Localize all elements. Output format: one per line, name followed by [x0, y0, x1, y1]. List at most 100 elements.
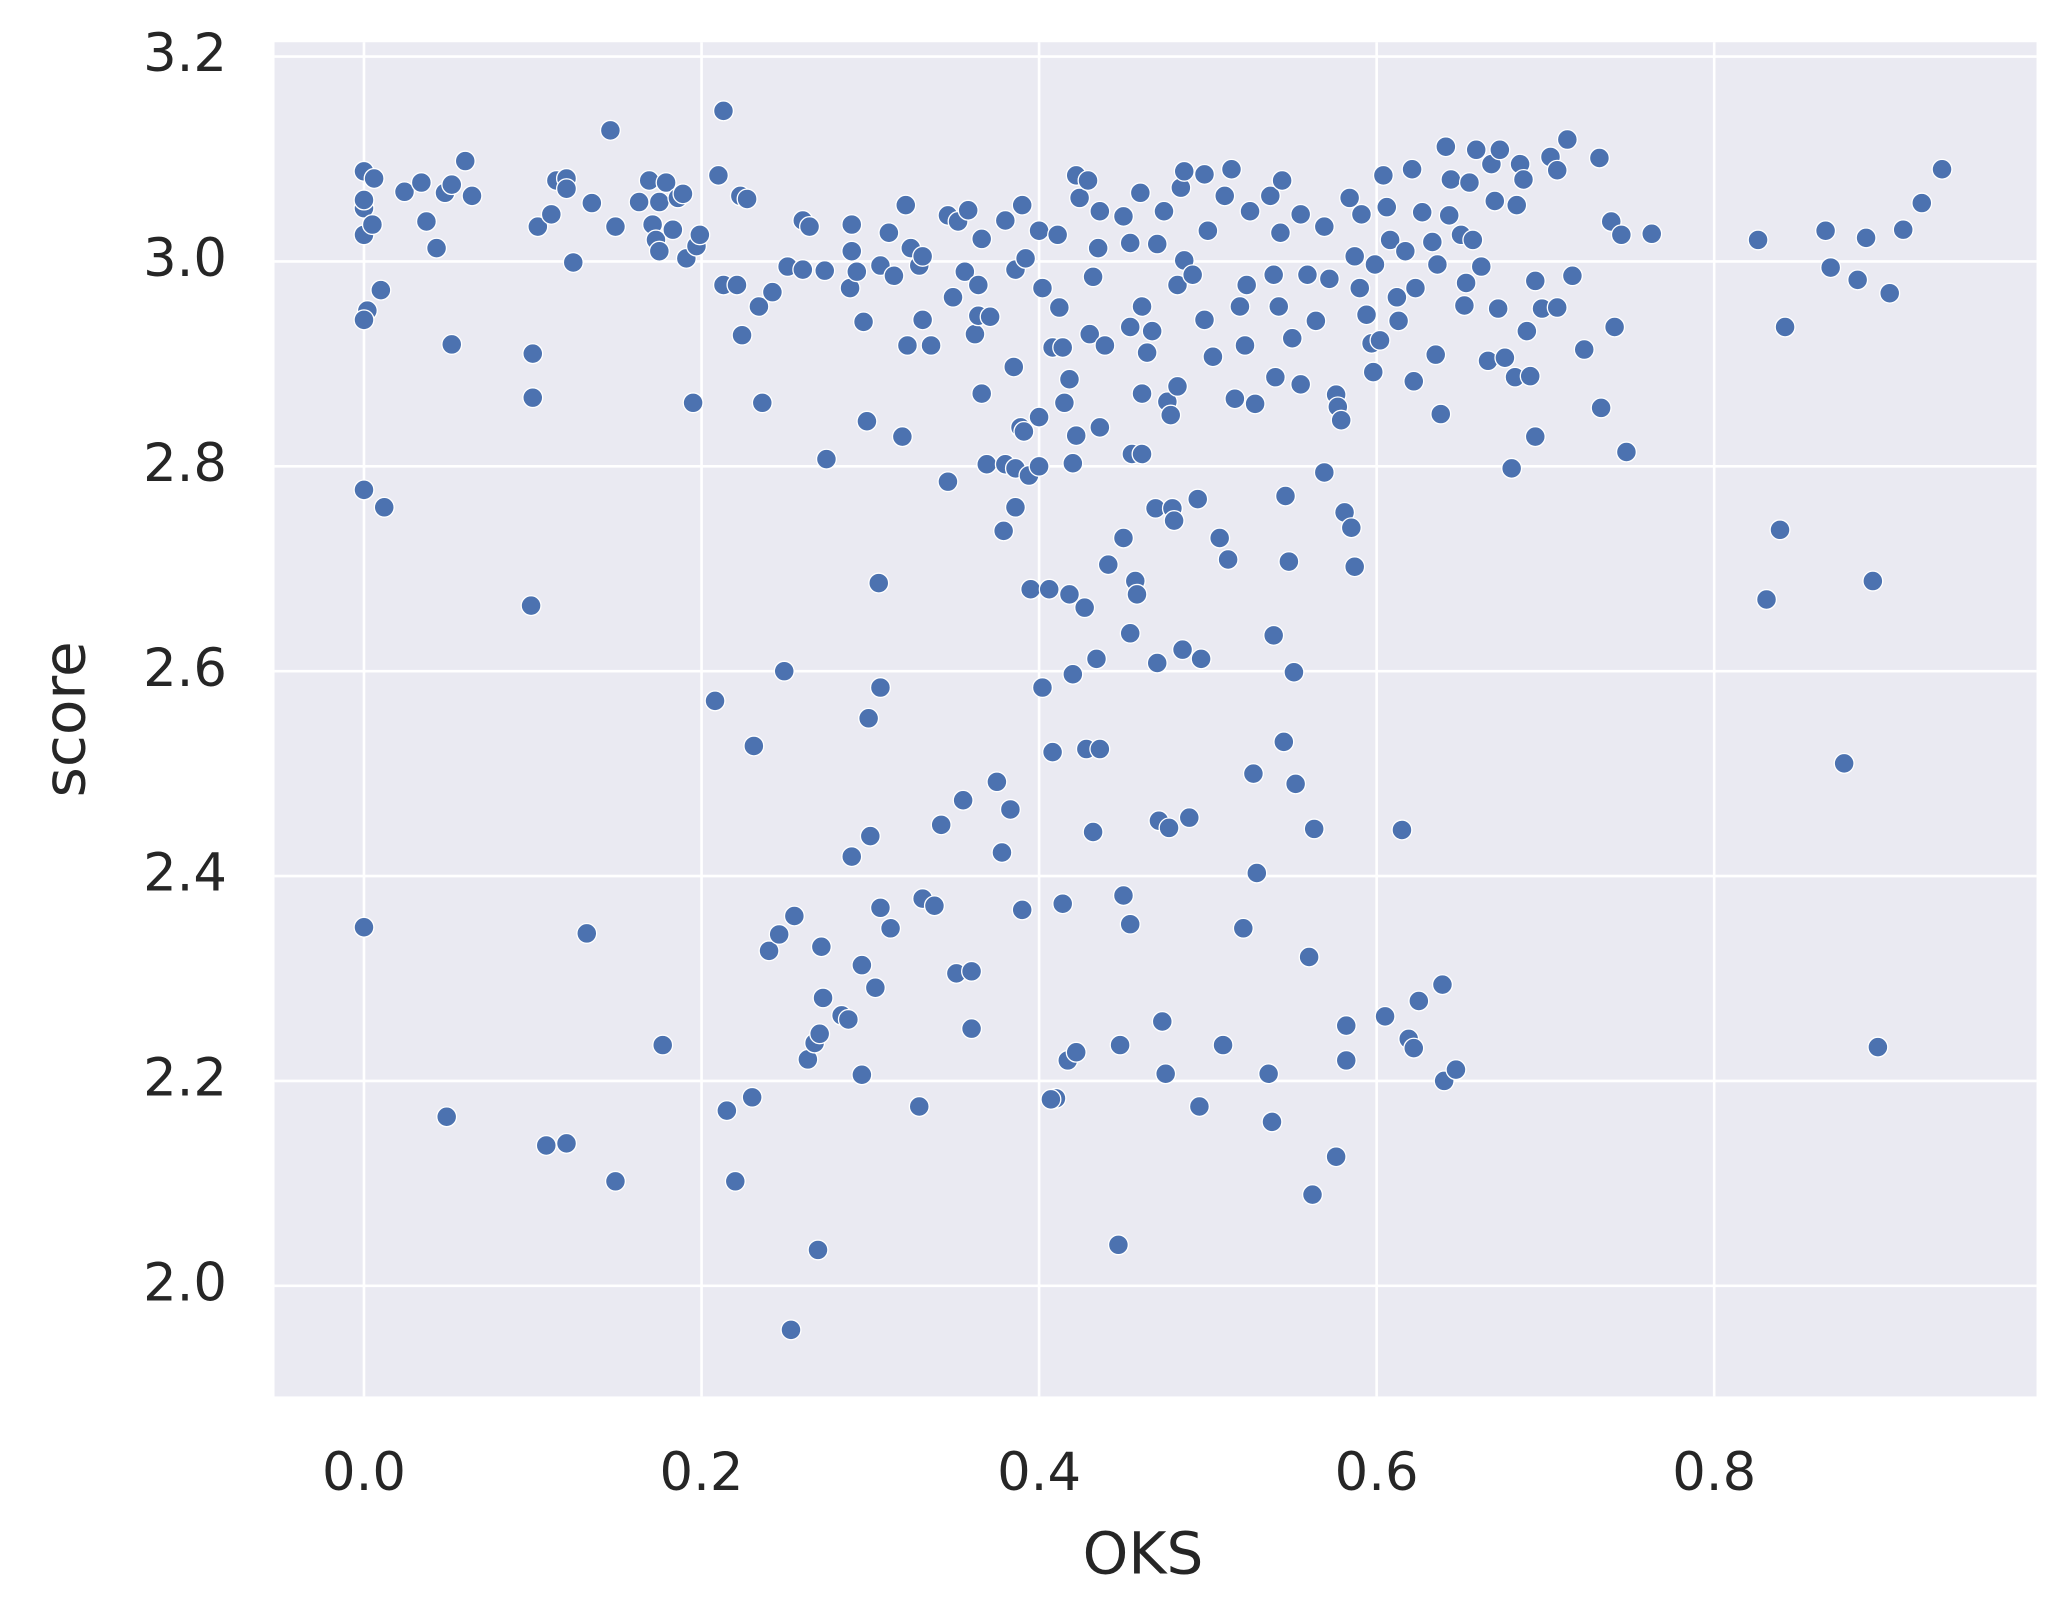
point: [841, 214, 863, 236]
point: [1615, 441, 1637, 463]
point: [361, 214, 383, 236]
x-tick-label: 0.2: [660, 1442, 744, 1503]
point: [878, 222, 900, 244]
point: [1052, 336, 1074, 359]
point: [689, 224, 711, 246]
point: [976, 453, 998, 475]
point: [841, 240, 863, 262]
point: [930, 814, 952, 836]
point: [1303, 818, 1325, 840]
point: [1047, 224, 1069, 246]
point: [726, 274, 748, 296]
point: [704, 690, 726, 712]
point: [1158, 817, 1180, 839]
point: [1173, 160, 1195, 182]
point: [1031, 677, 1054, 699]
point: [1229, 295, 1251, 318]
point: [1426, 253, 1448, 276]
point: [461, 185, 483, 207]
point: [1404, 277, 1427, 299]
point: [1119, 622, 1141, 644]
x-tick-label: 0.6: [1335, 1442, 1419, 1503]
point: [1141, 320, 1163, 342]
point: [682, 392, 704, 414]
point: [520, 595, 542, 617]
point: [896, 334, 919, 356]
point: [415, 210, 437, 233]
point: [1364, 253, 1386, 276]
point: [1011, 194, 1033, 216]
point: [1285, 773, 1307, 795]
point: [1435, 136, 1457, 158]
point: [1847, 269, 1869, 291]
point: [1013, 420, 1035, 443]
point: [1003, 356, 1025, 378]
point: [1313, 461, 1335, 484]
point: [1430, 403, 1452, 425]
point: [1411, 201, 1433, 223]
point: [1394, 240, 1416, 262]
point: [1112, 205, 1135, 227]
point: [1465, 139, 1487, 161]
point: [1431, 974, 1454, 996]
point: [1089, 200, 1111, 222]
point: [780, 1319, 802, 1341]
point: [1403, 1037, 1425, 1059]
point: [920, 334, 942, 356]
point: [672, 183, 694, 205]
point: [1369, 329, 1391, 351]
point: [1048, 296, 1070, 319]
point: [814, 260, 836, 282]
point: [1146, 652, 1168, 674]
point: [1305, 310, 1327, 332]
point: [1301, 1184, 1324, 1206]
point: [1242, 763, 1264, 785]
point: [1546, 296, 1568, 319]
point: [815, 448, 837, 470]
point: [1079, 323, 1101, 345]
point: [1188, 1095, 1210, 1118]
point: [1028, 455, 1050, 477]
point: [1388, 310, 1410, 332]
point: [1089, 738, 1111, 760]
point: [748, 295, 770, 318]
point: [1031, 277, 1054, 299]
point: [1160, 404, 1182, 426]
point: [522, 387, 544, 409]
point: [1362, 361, 1384, 383]
point: [807, 1239, 829, 1261]
y-tick-label: 2.6: [143, 638, 227, 699]
point: [1052, 893, 1074, 915]
point: [1193, 309, 1216, 331]
point: [1391, 819, 1413, 841]
point: [957, 199, 979, 221]
point: [1296, 264, 1319, 286]
point: [1263, 264, 1285, 286]
point: [1344, 245, 1366, 267]
point: [1119, 316, 1141, 338]
point: [1065, 1041, 1087, 1063]
point: [1178, 807, 1200, 829]
x-tick-label: 0.4: [997, 1442, 1081, 1503]
point: [1470, 256, 1492, 278]
point: [964, 323, 986, 345]
point: [1318, 268, 1340, 290]
point: [1239, 200, 1261, 222]
point: [859, 825, 881, 847]
point: [1214, 185, 1236, 207]
point: [1246, 862, 1268, 884]
point: [993, 520, 1015, 542]
point: [1038, 578, 1060, 600]
point: [1344, 556, 1366, 578]
point: [773, 660, 795, 682]
point: [1268, 295, 1290, 318]
y-tick-label: 3.2: [143, 23, 227, 84]
point: [967, 274, 989, 296]
point: [441, 174, 463, 196]
point: [1042, 741, 1064, 763]
point: [1453, 294, 1475, 317]
point: [1015, 247, 1037, 269]
point: [1403, 370, 1425, 392]
point: [652, 1034, 674, 1056]
point: [1386, 286, 1408, 308]
